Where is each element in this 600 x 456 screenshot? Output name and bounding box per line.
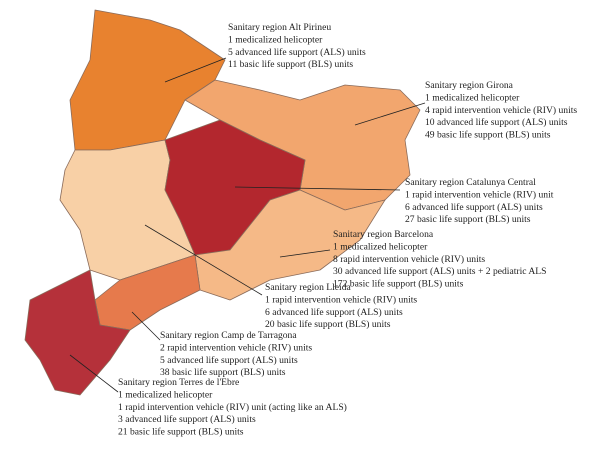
leader-lines: [69, 57, 426, 393]
leader-line: [164, 57, 227, 83]
region-title: Sanitary region Catalunya Central: [405, 177, 536, 188]
resource-line: 5 advanced life support (ALS) units: [228, 47, 366, 58]
region-title: Sanitary region Lleida: [265, 282, 352, 293]
leader-line: [144, 224, 263, 296]
resource-line: 10 advanced life support (ALS) units: [425, 117, 568, 128]
region-terres-de-lebre: [24, 269, 131, 396]
region-title: Sanitary region Barcelona: [333, 229, 434, 240]
resource-line: 172 basic life support (BLS) units: [333, 279, 464, 290]
resource-line: 5 advanced life support (ALS) units: [160, 355, 298, 366]
region-alt-pirineu: [69, 9, 226, 151]
resource-line: 3 advanced life support (ALS) units: [118, 414, 256, 425]
leader-line: [279, 249, 331, 258]
resource-line: 27 basic life support (BLS) units: [405, 214, 531, 225]
leader-line: [354, 102, 426, 126]
region-title: Sanitary region Camp de Tarragona: [160, 330, 297, 341]
region-title: Sanitary region Alt Pirineu: [228, 22, 331, 33]
resource-line: 30 advanced life support (ALS) units + 2…: [333, 266, 547, 277]
leader-line: [69, 354, 119, 393]
leader-line: [131, 311, 161, 341]
resource-line: 20 basic life support (BLS) units: [265, 319, 391, 330]
resource-line: 1 rapid intervention vehicle (RIV) unit: [405, 189, 554, 200]
resource-line: 21 basic life support (BLS) units: [118, 427, 244, 438]
resource-line: 1 medicalized helicopter: [333, 241, 428, 252]
resource-line: 11 basic life support (BLS) units: [228, 59, 353, 70]
resource-line: 8 rapid intervention vehicle (RIV) units: [333, 254, 485, 265]
resource-line: 6 advanced life support (ALS) units: [405, 202, 543, 213]
resource-line: 1 medicalized helicopter: [425, 92, 520, 103]
regions: [24, 9, 421, 396]
region-title: Sanitary region Terres de l'Ebre: [118, 377, 239, 388]
resource-line: 1 rapid intervention vehicle (RIV) unit …: [118, 402, 347, 413]
region-title: Sanitary region Girona: [425, 80, 514, 91]
resource-line: 1 rapid intervention vehicle (RIV) units: [265, 294, 417, 305]
resource-line: 1 medicalized helicopter: [118, 389, 213, 400]
resource-line: 4 rapid intervention vehicle (RIV) units: [425, 105, 577, 116]
resource-line: 2 rapid intervention vehicle (RIV) units: [160, 342, 312, 353]
region-barcelona: [194, 189, 386, 301]
resource-line: 38 basic life support (BLS) units: [160, 367, 286, 378]
resource-line: 49 basic life support (BLS) units: [425, 130, 551, 141]
resource-line: 6 advanced life support (ALS) units: [265, 307, 403, 318]
resource-line: 1 medicalized helicopter: [228, 34, 323, 45]
leader-line: [234, 186, 401, 191]
